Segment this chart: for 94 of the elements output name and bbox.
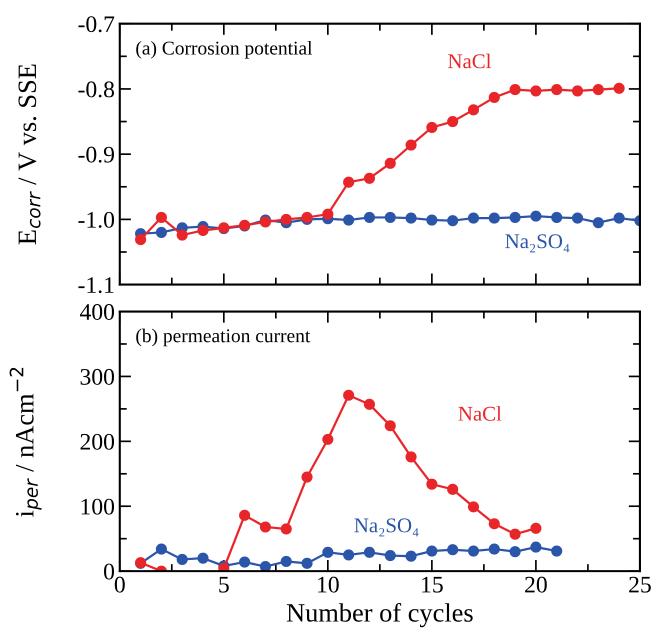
point bbox=[447, 544, 458, 556]
y-tick-label: -1.1 bbox=[78, 277, 114, 294]
y-tick-label: -0.7 bbox=[78, 16, 114, 32]
point bbox=[614, 82, 625, 94]
point bbox=[426, 214, 438, 226]
point bbox=[447, 215, 458, 226]
point bbox=[426, 122, 438, 133]
point bbox=[135, 234, 146, 246]
y-axis-title: i$_{per}$ / nAcm$^{−2}$ bbox=[10, 368, 42, 517]
point bbox=[343, 390, 354, 401]
point bbox=[364, 398, 376, 410]
point bbox=[280, 556, 292, 567]
point bbox=[343, 549, 354, 560]
point bbox=[301, 558, 313, 569]
point bbox=[239, 510, 250, 521]
y-tick-label: -0.8 bbox=[78, 81, 114, 98]
point bbox=[364, 172, 376, 184]
y-tick-label: -0.9 bbox=[78, 146, 114, 163]
point bbox=[447, 116, 458, 128]
point bbox=[384, 158, 396, 169]
text: (a) Corrosion potential bbox=[136, 40, 312, 59]
point bbox=[426, 545, 438, 557]
point bbox=[197, 552, 209, 564]
point bbox=[572, 212, 584, 224]
point bbox=[530, 522, 542, 534]
x-tick-label: 15 bbox=[422, 576, 443, 593]
point bbox=[510, 528, 521, 540]
point bbox=[406, 451, 417, 462]
point bbox=[322, 434, 334, 445]
point bbox=[384, 212, 396, 223]
point bbox=[488, 518, 500, 530]
y-tick-label: -1.0 bbox=[78, 212, 114, 228]
y-axis-title: E$_{corr}$ / V vs. SSE bbox=[18, 64, 41, 244]
x-tick-label: 25 bbox=[629, 576, 651, 593]
point bbox=[364, 212, 376, 223]
series-label: NaCl bbox=[448, 54, 492, 68]
point bbox=[447, 484, 458, 495]
series-label: Na₂SO₄ bbox=[354, 518, 419, 536]
point bbox=[280, 523, 292, 534]
x-tick-label: 10 bbox=[318, 576, 339, 593]
point bbox=[468, 501, 480, 512]
point bbox=[301, 471, 313, 483]
point bbox=[260, 521, 271, 533]
point bbox=[592, 84, 604, 96]
point bbox=[530, 210, 542, 222]
point bbox=[551, 545, 562, 557]
point bbox=[156, 226, 167, 238]
point bbox=[572, 85, 584, 96]
y-tick-label: 400 bbox=[80, 304, 114, 320]
y-tick-label: 0 bbox=[104, 564, 114, 580]
point bbox=[510, 546, 521, 558]
point bbox=[406, 139, 417, 151]
point bbox=[384, 420, 396, 432]
point bbox=[197, 224, 209, 236]
point bbox=[156, 212, 167, 223]
point bbox=[322, 208, 334, 220]
point bbox=[343, 176, 354, 188]
point bbox=[239, 556, 250, 568]
y-tick-label: 100 bbox=[82, 498, 114, 515]
point bbox=[322, 546, 334, 558]
point bbox=[280, 214, 292, 225]
point bbox=[488, 212, 500, 224]
point bbox=[614, 212, 625, 224]
point bbox=[176, 554, 188, 566]
point bbox=[364, 546, 376, 558]
point bbox=[592, 217, 604, 228]
point bbox=[426, 478, 438, 490]
point bbox=[488, 92, 500, 103]
point bbox=[530, 542, 542, 553]
point bbox=[468, 104, 480, 116]
point bbox=[176, 229, 188, 241]
point bbox=[156, 544, 167, 555]
x-axis-title: Number of cycles bbox=[286, 602, 473, 628]
point bbox=[406, 212, 417, 224]
point bbox=[530, 85, 542, 96]
point bbox=[551, 84, 562, 96]
point bbox=[510, 212, 521, 223]
point bbox=[468, 212, 480, 224]
text: NaCl bbox=[458, 406, 502, 421]
point bbox=[384, 550, 396, 562]
x-tick-label: 20 bbox=[525, 576, 547, 593]
point bbox=[510, 84, 521, 96]
y-tick-label: 200 bbox=[80, 434, 114, 450]
point bbox=[488, 544, 500, 555]
series-label: Na₂SO₄ bbox=[505, 234, 570, 252]
point bbox=[551, 212, 562, 223]
y-tick-label: 300 bbox=[80, 368, 114, 385]
point bbox=[406, 550, 417, 562]
point bbox=[468, 545, 480, 557]
point bbox=[343, 214, 354, 226]
x-tick-label: 5 bbox=[219, 576, 229, 593]
text: (b) permeation current bbox=[136, 328, 310, 346]
x-tick-label: 0 bbox=[114, 576, 125, 593]
point bbox=[260, 561, 271, 572]
